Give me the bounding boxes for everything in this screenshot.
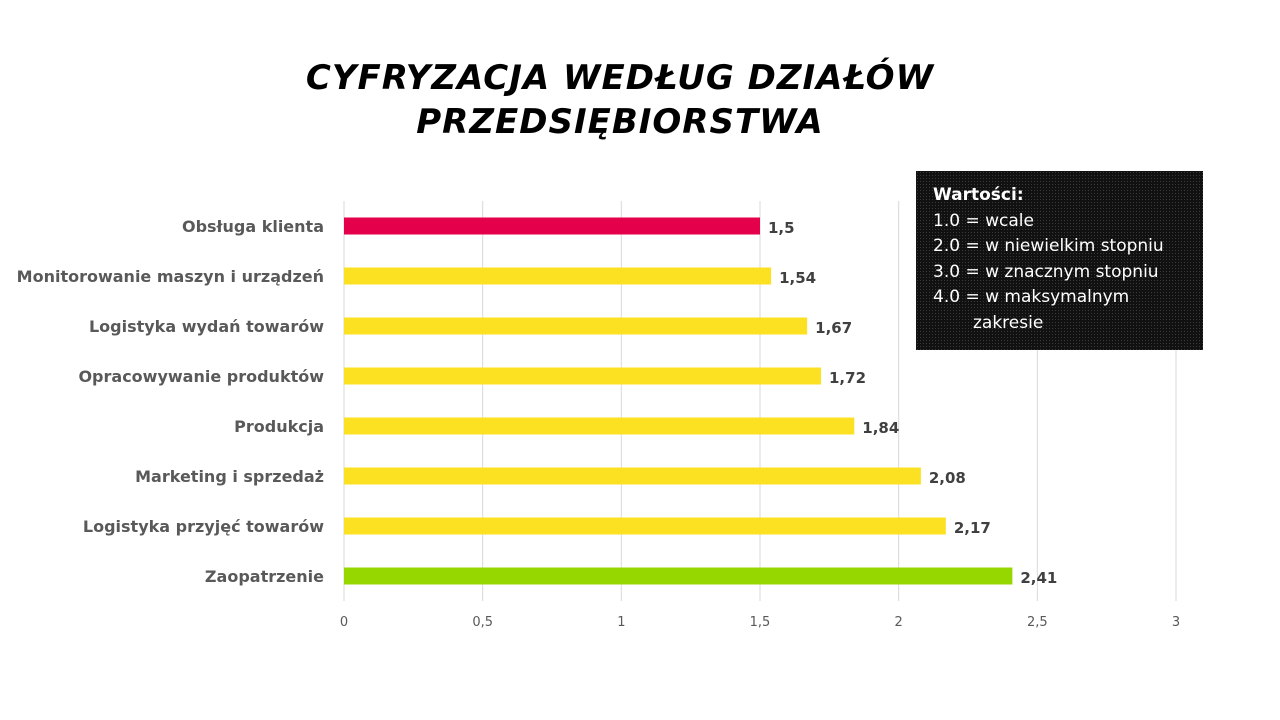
bar xyxy=(344,517,946,535)
data-label: 2,41 xyxy=(1020,569,1057,587)
x-tick-label: 2,5 xyxy=(1027,615,1048,630)
chart-title: CYFRYZACJA WEDŁUG DZIAŁÓW PRZEDSIĘBIORST… xyxy=(0,56,1240,144)
bar xyxy=(344,567,1013,585)
category-label: Obsługa klienta xyxy=(182,217,324,236)
data-label: 1,84 xyxy=(862,419,899,437)
x-tick-label: 3 xyxy=(1172,615,1180,630)
bar xyxy=(344,217,760,235)
data-label: 1,54 xyxy=(779,269,816,287)
bar xyxy=(344,417,855,435)
data-label: 1,72 xyxy=(829,369,866,387)
x-tick-label: 1,5 xyxy=(750,615,771,630)
values-legend: Wartości: 1.0 = wcale 2.0 = w niewielkim… xyxy=(916,171,1203,350)
legend-item-4-continuation: zakresie xyxy=(973,312,1044,333)
category-label: Monitorowanie maszyn i urządzeń xyxy=(17,267,324,286)
data-label: 1,67 xyxy=(815,319,852,337)
x-tick-label: 2 xyxy=(895,615,903,630)
labels: 0 0,5 1 1,5 2 2,5 3 Obsługa klienta 1,5 Monitorow… xyxy=(17,217,1180,630)
bar xyxy=(344,317,808,335)
data-label: 2,08 xyxy=(929,469,966,487)
x-tick-label: 1 xyxy=(617,615,625,630)
legend-item-2: 2.0 = w niewielkim stopniu xyxy=(933,236,1164,256)
category-label: Marketing i sprzedaż xyxy=(135,467,324,486)
chart-title-line-1: CYFRYZACJA WEDŁUG DZIAŁÓW xyxy=(305,58,935,98)
legend-item-3: 3.0 = w znacznym stopniu xyxy=(933,261,1159,282)
bars xyxy=(344,217,1013,585)
category-label: Logistyka wydań towarów xyxy=(89,317,324,336)
category-label: Produkcja xyxy=(234,417,324,436)
chart-title-line-2: PRZEDSIĘBIORSTWA xyxy=(416,102,824,142)
data-label: 2,17 xyxy=(954,519,991,537)
legend-heading: Wartości: xyxy=(933,185,1024,205)
bar xyxy=(344,267,772,285)
bar xyxy=(344,467,921,485)
bar xyxy=(344,367,822,385)
x-tick-label: 0,5 xyxy=(472,615,493,630)
category-label: Zaopatrzenie xyxy=(205,567,324,586)
data-label: 1,5 xyxy=(768,219,795,237)
legend-item-1: 1.0 = wcale xyxy=(933,210,1034,231)
category-label: Logistyka przyjęć towarów xyxy=(83,517,324,536)
legend-item-4: 4.0 = w maksymalnym xyxy=(933,287,1130,307)
x-tick-label: 0 xyxy=(340,615,348,630)
category-label: Opracowywanie produktów xyxy=(78,367,324,386)
